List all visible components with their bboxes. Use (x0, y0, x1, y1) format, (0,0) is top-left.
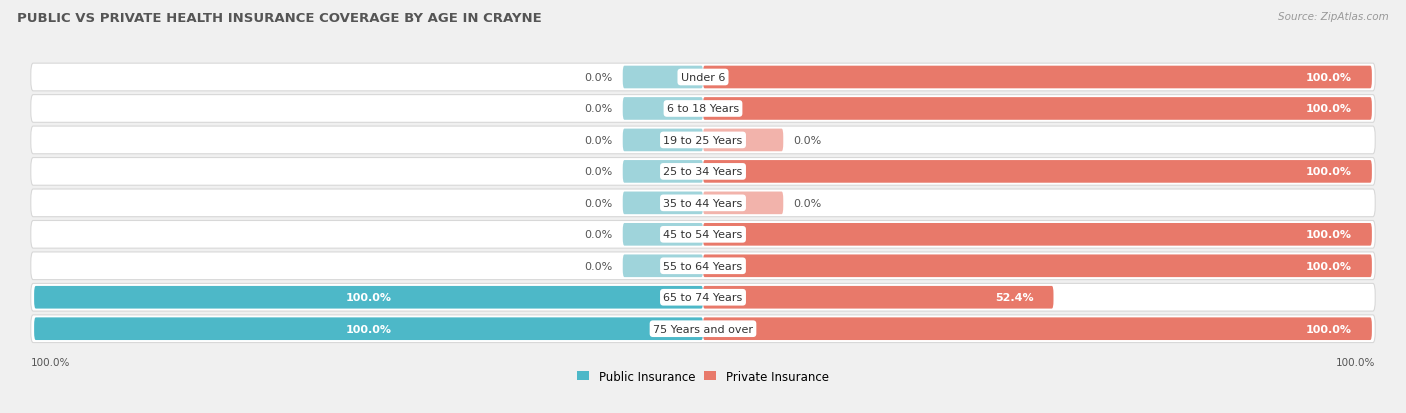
FancyBboxPatch shape (623, 223, 703, 246)
FancyBboxPatch shape (703, 98, 1372, 121)
Text: 75 Years and over: 75 Years and over (652, 324, 754, 334)
FancyBboxPatch shape (31, 252, 1375, 280)
Text: 100.0%: 100.0% (346, 324, 391, 334)
FancyBboxPatch shape (31, 315, 1375, 343)
FancyBboxPatch shape (31, 64, 1375, 92)
FancyBboxPatch shape (34, 286, 703, 309)
FancyBboxPatch shape (703, 223, 1372, 246)
FancyBboxPatch shape (34, 318, 703, 340)
Text: 0.0%: 0.0% (585, 167, 613, 177)
FancyBboxPatch shape (31, 221, 1375, 249)
Text: 0.0%: 0.0% (585, 104, 613, 114)
Text: 0.0%: 0.0% (793, 135, 821, 145)
FancyBboxPatch shape (623, 161, 703, 183)
Text: 6 to 18 Years: 6 to 18 Years (666, 104, 740, 114)
FancyBboxPatch shape (703, 318, 1372, 340)
Text: 0.0%: 0.0% (585, 230, 613, 240)
Text: 100.0%: 100.0% (1306, 261, 1351, 271)
Text: 0.0%: 0.0% (585, 135, 613, 145)
Text: 100.0%: 100.0% (1306, 73, 1351, 83)
Text: 52.4%: 52.4% (995, 292, 1033, 302)
Text: 0.0%: 0.0% (585, 198, 613, 208)
Text: Under 6: Under 6 (681, 73, 725, 83)
Text: 100.0%: 100.0% (1306, 324, 1351, 334)
FancyBboxPatch shape (703, 129, 783, 152)
FancyBboxPatch shape (623, 98, 703, 121)
FancyBboxPatch shape (31, 284, 1375, 311)
Text: Source: ZipAtlas.com: Source: ZipAtlas.com (1278, 12, 1389, 22)
FancyBboxPatch shape (31, 127, 1375, 154)
FancyBboxPatch shape (31, 190, 1375, 217)
Text: 25 to 34 Years: 25 to 34 Years (664, 167, 742, 177)
Text: 100.0%: 100.0% (1306, 167, 1351, 177)
FancyBboxPatch shape (623, 192, 703, 215)
FancyBboxPatch shape (703, 286, 1053, 309)
FancyBboxPatch shape (623, 66, 703, 89)
Text: 55 to 64 Years: 55 to 64 Years (664, 261, 742, 271)
Text: 100.0%: 100.0% (1336, 357, 1375, 367)
Text: 100.0%: 100.0% (1306, 104, 1351, 114)
Text: 45 to 54 Years: 45 to 54 Years (664, 230, 742, 240)
FancyBboxPatch shape (31, 95, 1375, 123)
FancyBboxPatch shape (703, 192, 783, 215)
FancyBboxPatch shape (703, 66, 1372, 89)
Text: 0.0%: 0.0% (585, 261, 613, 271)
FancyBboxPatch shape (623, 255, 703, 278)
Text: 0.0%: 0.0% (793, 198, 821, 208)
FancyBboxPatch shape (31, 158, 1375, 186)
FancyBboxPatch shape (703, 255, 1372, 278)
Text: 35 to 44 Years: 35 to 44 Years (664, 198, 742, 208)
Text: 100.0%: 100.0% (31, 357, 70, 367)
Text: PUBLIC VS PRIVATE HEALTH INSURANCE COVERAGE BY AGE IN CRAYNE: PUBLIC VS PRIVATE HEALTH INSURANCE COVER… (17, 12, 541, 25)
Legend: Public Insurance, Private Insurance: Public Insurance, Private Insurance (578, 370, 828, 383)
FancyBboxPatch shape (703, 161, 1372, 183)
FancyBboxPatch shape (623, 129, 703, 152)
Text: 100.0%: 100.0% (1306, 230, 1351, 240)
Text: 19 to 25 Years: 19 to 25 Years (664, 135, 742, 145)
Text: 0.0%: 0.0% (585, 73, 613, 83)
Text: 100.0%: 100.0% (346, 292, 391, 302)
Text: 65 to 74 Years: 65 to 74 Years (664, 292, 742, 302)
